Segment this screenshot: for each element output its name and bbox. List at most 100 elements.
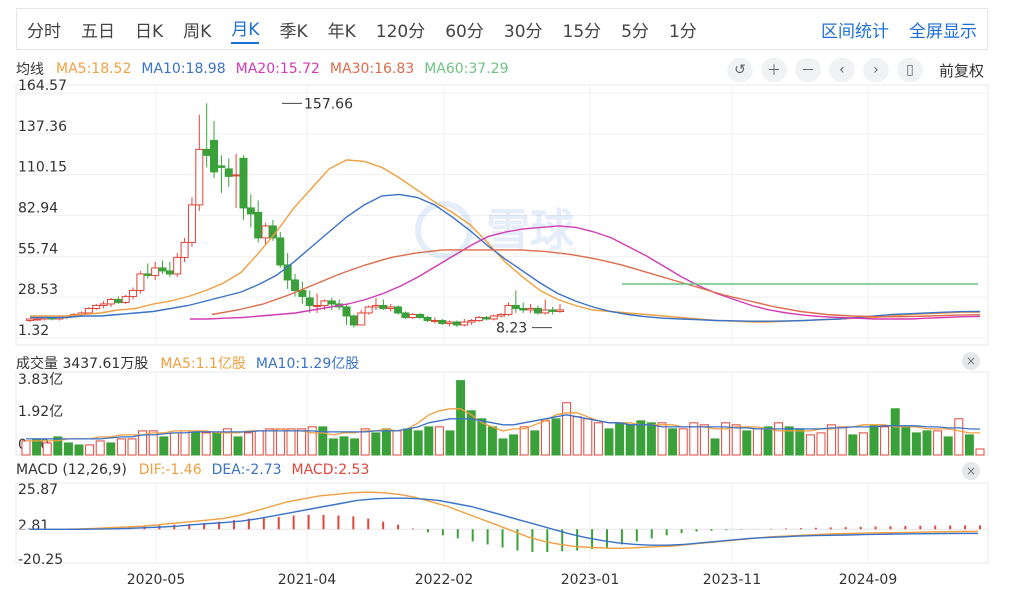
fullscreen-link[interactable]: 全屏显示	[909, 21, 977, 42]
volume-bar	[456, 380, 466, 456]
close-macd-icon[interactable]: ×	[962, 462, 980, 480]
candle-body	[224, 168, 233, 177]
price-y-tick: 55.74	[18, 241, 58, 257]
volume-bar	[774, 422, 784, 456]
ma-legend-item-0: MA5:18.52	[56, 61, 132, 77]
candle-body	[129, 289, 138, 297]
close-volume-icon[interactable]: ×	[962, 352, 980, 370]
volume-bar	[954, 418, 964, 456]
undo-icon[interactable]: ↺	[726, 58, 753, 82]
candle-body	[394, 306, 403, 314]
volume-bar	[339, 436, 349, 456]
volume-bar	[858, 432, 868, 456]
tab-3[interactable]: 周K	[183, 21, 212, 42]
tab-4[interactable]: 月K	[231, 15, 260, 44]
volume-bar	[551, 418, 561, 456]
plus-icon[interactable]: ＋	[760, 58, 787, 82]
volume-bar	[911, 432, 921, 456]
tab-8[interactable]: 60分	[445, 21, 484, 42]
candle-body	[371, 304, 380, 308]
candle-body	[423, 316, 432, 321]
volume-bar	[318, 426, 328, 456]
candle-body	[62, 315, 71, 318]
adjust-mode-button[interactable]: 前复权	[938, 61, 984, 80]
macd-y-tick: -20.25	[18, 552, 63, 568]
candle-body	[401, 312, 410, 318]
candle-body	[261, 225, 270, 239]
tool-links: 区间统计 全屏显示	[811, 17, 987, 42]
volume-bar	[848, 434, 858, 456]
range-stats-link[interactable]: 区间统计	[821, 21, 889, 42]
volume-bar	[148, 430, 158, 456]
volume-bar	[95, 440, 105, 456]
candle-body	[276, 237, 285, 266]
minus-icon[interactable]: －	[794, 58, 821, 82]
tab-6[interactable]: 年K	[327, 21, 356, 42]
volume-bar	[646, 422, 656, 456]
macd-legend-item-0: DIF:-1.46	[138, 462, 202, 478]
volume-bar	[275, 428, 285, 456]
candle-body	[497, 313, 506, 317]
volume-bar	[805, 434, 815, 456]
volume-bar	[445, 430, 455, 456]
macd-legend-label: MACD (12,26,9)	[16, 462, 127, 478]
tab-9[interactable]: 30分	[503, 21, 543, 42]
candle-icon[interactable]: ▯	[896, 58, 923, 82]
candle-body	[445, 321, 454, 324]
tab-11[interactable]: 5分	[621, 21, 649, 42]
tab-0[interactable]: 分时	[27, 21, 61, 42]
volume-bar	[350, 438, 360, 456]
candle-body	[357, 312, 366, 326]
candle-body	[254, 211, 263, 239]
volume-bar	[721, 422, 731, 456]
volume-bar	[413, 430, 423, 456]
candle-body	[77, 312, 86, 315]
candle-body	[33, 318, 42, 321]
chevron-left-icon[interactable]: ‹	[828, 58, 855, 82]
candle-body	[504, 304, 513, 315]
macd-dea-line	[30, 497, 978, 546]
tab-10[interactable]: 15分	[562, 21, 602, 42]
candle-body	[298, 289, 307, 297]
ma-legend: 均线 MA5:18.52 MA10:18.98 MA20:15.72 MA30:16.…	[16, 59, 508, 79]
candle-body	[210, 139, 219, 173]
volume-bar	[890, 408, 900, 456]
volume-bar	[63, 442, 73, 456]
volume-bar	[816, 432, 826, 456]
chevron-right-icon[interactable]: ›	[862, 58, 889, 82]
volume-ma-line-ma5	[26, 408, 980, 442]
candle-body	[84, 307, 93, 314]
volume-bar	[42, 442, 52, 456]
ma-line-ma30	[211, 249, 981, 318]
tab-12[interactable]: 1分	[668, 21, 697, 42]
x-axis-tick: 2020-05	[127, 572, 186, 588]
candle-body	[26, 318, 34, 321]
tab-1[interactable]: 五日	[81, 21, 115, 42]
volume-bar	[403, 428, 413, 456]
volume-bar	[615, 422, 625, 456]
volume-legend-label: 成交量 3437.61万股	[16, 356, 149, 372]
candle-body	[173, 256, 182, 275]
tab-2[interactable]: 日K	[135, 21, 164, 42]
ma-legend-label: 均线	[16, 62, 44, 78]
candle-body	[342, 306, 351, 317]
ma-legend-item-1: MA10:18.98	[141, 61, 226, 77]
candle-body	[195, 148, 204, 206]
volume-bar	[509, 434, 519, 456]
volume-bar	[710, 438, 720, 456]
ma-legend-item-3: MA30:16.83	[329, 61, 415, 77]
volume-bar	[487, 426, 497, 456]
candle-body	[475, 316, 484, 321]
price-panel-frame	[15, 84, 989, 346]
candle-body	[187, 204, 196, 243]
volume-legend-item-0: MA5:1.1亿股	[160, 356, 246, 372]
tab-5[interactable]: 季K	[279, 21, 308, 42]
candle-body	[327, 300, 336, 305]
price-y-tick: 164.57	[18, 78, 67, 94]
volume-bar	[254, 430, 264, 456]
candle-body	[416, 313, 425, 318]
candle-body	[460, 321, 469, 326]
macd-dif-line	[30, 491, 978, 549]
tab-7[interactable]: 120分	[375, 21, 426, 42]
